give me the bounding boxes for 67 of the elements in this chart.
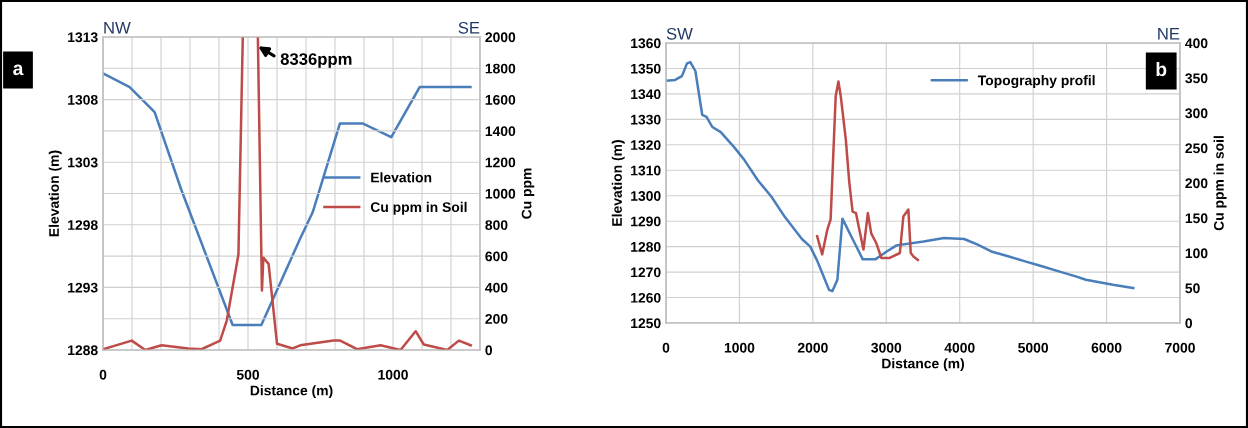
legend-label: Topography profil <box>977 75 1095 89</box>
y2-tick-label: 1600 <box>485 94 516 105</box>
y-tick-label: 1313 <box>68 32 98 43</box>
legend-label: Cu ppm in Soil <box>370 201 467 215</box>
x-tick-label: 1000 <box>378 369 408 380</box>
y2-tick-label: 200 <box>1185 178 1208 189</box>
y-tick-label: 1360 <box>631 38 661 49</box>
y2-tick-label: 350 <box>1185 73 1208 84</box>
y2-tick-label: 100 <box>1185 248 1208 259</box>
text: SW <box>666 27 693 40</box>
y-tick-label: 1310 <box>631 165 661 176</box>
y-axis-title: Elevation (m) <box>48 150 62 237</box>
x-tick-label: 1000 <box>724 342 755 353</box>
line-series <box>815 80 920 262</box>
x-tick-label: 5000 <box>1018 342 1049 353</box>
x-axis-title: Distance (m) <box>882 358 964 372</box>
y-tick-label: 1293 <box>68 282 98 293</box>
annotation: 8336ppm <box>280 53 352 69</box>
text: NW <box>104 22 131 34</box>
x-tick-label: 2000 <box>797 342 828 353</box>
y2-tick-label: 300 <box>1185 108 1208 119</box>
y-tick-label: 1340 <box>631 89 661 100</box>
y-tick-label: 1298 <box>68 220 98 230</box>
y-tick-label: 1280 <box>631 241 661 252</box>
x-tick-label: 6000 <box>1091 342 1122 353</box>
y-tick-label: 1303 <box>68 157 98 168</box>
y2-tick-label: 2000 <box>485 32 516 43</box>
y-tick-label: 1250 <box>631 318 661 329</box>
text: NE <box>1158 28 1180 40</box>
y-tick-label: 1308 <box>68 94 98 105</box>
y2-tick-label: 1400 <box>485 126 516 137</box>
legend-label: Elevation <box>371 172 432 183</box>
y-tick-label: 1300 <box>631 191 661 201</box>
text: SE <box>458 21 480 34</box>
y2-tick-label: 200 <box>485 314 508 324</box>
y2-tick-label: 0 <box>1185 318 1193 329</box>
y-tick-label: 1260 <box>631 292 661 303</box>
y-tick-label: 1290 <box>631 216 661 227</box>
y-axis-title: Elevation (m) <box>611 140 625 226</box>
y2-axis-title: Cu ppm <box>521 168 535 219</box>
x-tick-label: 7000 <box>1165 342 1195 353</box>
x-tick-label: 500 <box>236 369 260 380</box>
y2-tick-label: 150 <box>1185 213 1208 224</box>
x-tick-label: 3000 <box>871 342 902 353</box>
y2-tick-label: 1200 <box>485 157 516 168</box>
y2-tick-label: 600 <box>485 251 508 262</box>
line-series <box>666 60 1135 293</box>
y-tick-label: 1350 <box>631 63 661 74</box>
y2-tick-label: 250 <box>1185 143 1208 154</box>
y2-axis-title: Cu ppm in soil <box>1213 136 1227 231</box>
y-tick-label: 1270 <box>631 267 661 278</box>
y-tick-label: 1288 <box>68 345 98 356</box>
y2-tick-label: 400 <box>1185 38 1208 49</box>
text: a <box>13 64 24 76</box>
x-tick-label: 0 <box>662 342 670 353</box>
y-tick-label: 1330 <box>631 114 661 125</box>
line-series <box>103 72 472 327</box>
x-tick-label: 4000 <box>944 342 975 353</box>
x-tick-label: 0 <box>99 369 107 380</box>
y2-tick-label: 1800 <box>485 63 516 74</box>
annotation: b <box>1156 61 1167 77</box>
x-axis-title: Distance (m) <box>250 385 333 399</box>
y-tick-label: 1320 <box>631 140 661 151</box>
y2-tick-label: 50 <box>1185 283 1200 294</box>
y2-tick-label: 400 <box>485 282 508 293</box>
y2-tick-label: 800 <box>485 220 508 230</box>
y2-tick-label: 1000 <box>485 188 516 199</box>
